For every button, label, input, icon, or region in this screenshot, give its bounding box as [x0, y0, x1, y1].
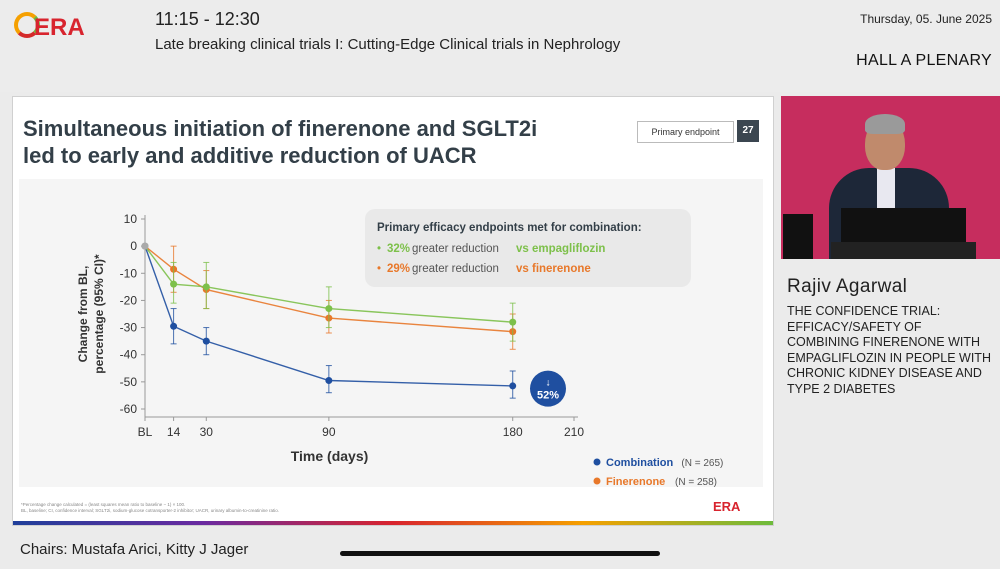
slide-title: Simultaneous initiation of finerenone an…: [23, 115, 623, 169]
y-tick-label: -20: [120, 293, 138, 307]
y-tick-label: -10: [120, 266, 138, 280]
combination-legend-n: (N = 265): [681, 458, 723, 469]
callout-line1-text: greater reduction: [412, 243, 499, 255]
y-axis-label-line1: Change from BL,: [76, 266, 90, 363]
combination-legend-label: Combination: [606, 457, 673, 469]
x-tick-label: 210: [564, 425, 584, 439]
reduction-badge-value: 52%: [537, 390, 559, 402]
combination-data-point: [170, 322, 178, 330]
session-chairs: Chairs: Mustafa Arici, Kitty J Jager: [20, 541, 249, 558]
x-tick-label: 90: [322, 425, 336, 439]
lectern-monitor: [841, 208, 966, 248]
primary-endpoint-badge: Primary endpoint: [637, 121, 734, 143]
empagliflozin-data-point: [509, 318, 517, 326]
y-tick-label: -40: [120, 348, 138, 362]
era-logo: ERA: [14, 12, 98, 50]
y-tick-label: -50: [120, 375, 138, 389]
callout-bullet-1: •: [377, 243, 381, 255]
x-tick-label: 180: [503, 425, 523, 439]
era-logo-text: ERA: [34, 14, 85, 41]
slide-title-line1: Simultaneous initiation of finerenone an…: [23, 116, 538, 141]
speaker-name: Rajiv Agarwal: [787, 276, 908, 297]
x-tick-label: BL: [138, 425, 153, 439]
combination-data-point: [509, 382, 517, 390]
y-tick-label: 0: [130, 239, 137, 253]
hall-name: HALL A PLENARY: [856, 52, 992, 69]
x-tick-label: 14: [167, 425, 181, 439]
slide-color-bar: [13, 521, 773, 525]
session-header: ERA 11:15 - 12:30 Late breaking clinical…: [0, 0, 1000, 92]
y-axis-label-line2: percentage (95% CI)*: [92, 254, 106, 374]
empagliflozin-data-point: [170, 280, 178, 288]
callout-line2-bold: vs finerenone: [516, 263, 591, 275]
finerenone-legend-n: (N = 258): [675, 477, 717, 487]
slide-page-number: 27: [737, 120, 759, 142]
y-tick-label: -60: [120, 402, 138, 416]
finerenone-legend-label: Finerenone: [606, 476, 665, 487]
empagliflozin-data-point: [141, 242, 149, 250]
combination-legend-marker: [593, 458, 601, 466]
speaker-hair: [865, 114, 905, 134]
era-logo-ring-icon: [14, 12, 40, 38]
callout-line2-pct: 29%: [387, 263, 410, 275]
empagliflozin-data-point: [202, 283, 210, 291]
y-tick-label: 10: [124, 212, 138, 226]
chart-panel: 10 0 -10 -20 -30 -40 -50 -60 BL 14 30 90 180 210 Time …: [19, 179, 763, 487]
footnote-line2: BL, baseline; CI, confidence interval; S…: [21, 508, 280, 513]
empagliflozin-data-point: [325, 305, 333, 313]
speaker-shirt: [877, 168, 895, 208]
slide-era-logo: ERA: [713, 499, 741, 514]
callout-title: Primary efficacy endpoints met for combi…: [377, 222, 642, 234]
lectern: [831, 242, 976, 259]
finerenone-legend-marker: [593, 477, 601, 485]
x-tick-label: 30: [200, 425, 214, 439]
slide-title-line2: led to early and additive reduction of U…: [23, 143, 477, 168]
session-title: Late breaking clinical trials I: Cutting…: [155, 36, 621, 53]
session-time: 11:15 - 12:30: [155, 9, 260, 29]
footnote-line1: *Percentage change calculated = (least s…: [21, 502, 186, 507]
callout-line1-bold: vs empagliflozin: [516, 243, 605, 255]
x-axis-label: Time (days): [291, 448, 369, 464]
callout-line2-text: greater reduction: [412, 263, 499, 275]
slide-footnote: *Percentage change calculated = (least s…: [21, 502, 621, 514]
callout-line1-pct: 32%: [387, 243, 410, 255]
session-date: Thursday, 05. June 2025: [860, 12, 992, 26]
home-indicator[interactable]: [340, 551, 660, 556]
reduction-arrow-icon: ↓: [546, 378, 551, 389]
callout-bullet-2: •: [377, 263, 381, 275]
microphone-stand: [783, 214, 813, 259]
talk-title: THE CONFIDENCE TRIAL: EFFICACY/SAFETY OF…: [787, 304, 991, 396]
reduction-badge-circle: [530, 370, 566, 407]
y-tick-label: -30: [120, 321, 138, 335]
speaker-video: [781, 96, 1000, 259]
presentation-slide: Simultaneous initiation of finerenone an…: [12, 96, 774, 526]
combination-data-point: [325, 377, 333, 384]
combination-data-point: [202, 337, 210, 345]
callout-box: [365, 209, 691, 287]
